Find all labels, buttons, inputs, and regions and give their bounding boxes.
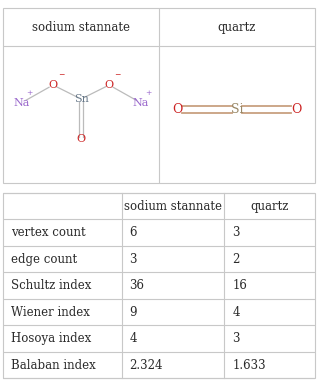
Text: 3: 3 — [129, 253, 137, 266]
Text: sodium stannate: sodium stannate — [32, 20, 130, 34]
Text: vertex count: vertex count — [11, 226, 86, 239]
Text: 3: 3 — [232, 226, 240, 239]
Text: Sn: Sn — [74, 94, 88, 104]
Text: 6: 6 — [129, 226, 137, 239]
Text: Wiener index: Wiener index — [11, 306, 90, 318]
Text: Na: Na — [14, 98, 30, 108]
Text: +: + — [145, 89, 151, 97]
Text: 9: 9 — [129, 306, 137, 318]
Text: +: + — [26, 89, 33, 97]
Text: O: O — [172, 103, 183, 116]
Text: O: O — [291, 103, 301, 116]
Text: Schultz index: Schultz index — [11, 279, 91, 292]
Text: quartz: quartz — [251, 200, 289, 213]
Text: −: − — [114, 71, 120, 80]
Text: Hosoya index: Hosoya index — [11, 332, 91, 345]
Text: O: O — [77, 134, 86, 144]
Text: O: O — [105, 80, 114, 90]
Text: 4: 4 — [129, 332, 137, 345]
Text: sodium stannate: sodium stannate — [124, 200, 222, 213]
Text: 3: 3 — [232, 332, 240, 345]
Text: Balaban index: Balaban index — [11, 359, 96, 372]
Text: Na: Na — [132, 98, 149, 108]
Text: Si: Si — [231, 103, 243, 116]
Text: O: O — [48, 80, 58, 90]
Text: 16: 16 — [232, 279, 247, 292]
Text: 1.633: 1.633 — [232, 359, 266, 372]
Text: 2: 2 — [232, 253, 239, 266]
Text: quartz: quartz — [218, 20, 256, 34]
Text: 36: 36 — [129, 279, 144, 292]
Text: 4: 4 — [232, 306, 240, 318]
Text: 2.324: 2.324 — [129, 359, 163, 372]
Text: −: − — [58, 71, 64, 80]
Text: edge count: edge count — [11, 253, 77, 266]
